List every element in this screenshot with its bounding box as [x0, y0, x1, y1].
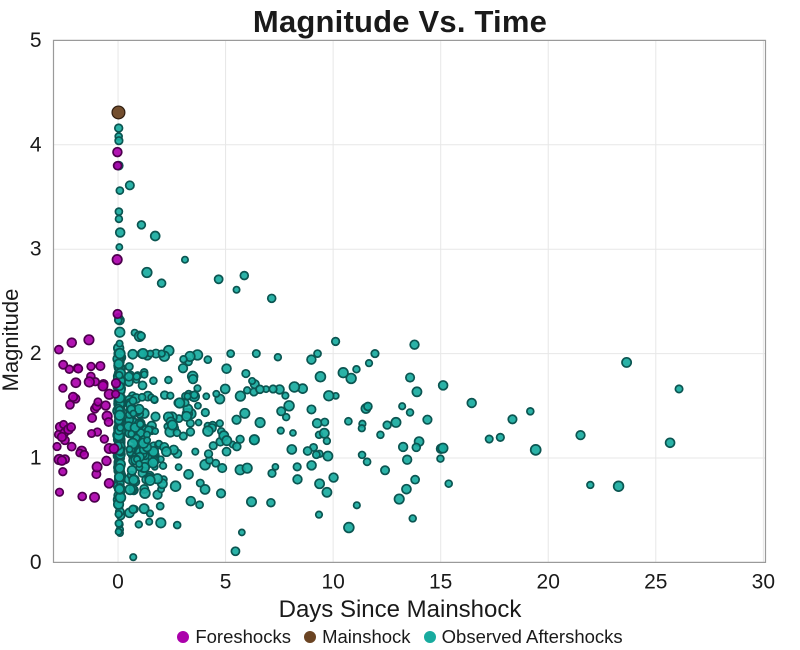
svg-text:1: 1 [30, 447, 42, 470]
svg-text:10: 10 [321, 570, 344, 593]
svg-text:5: 5 [220, 570, 232, 593]
svg-text:5: 5 [30, 29, 42, 52]
svg-text:2: 2 [30, 342, 42, 365]
svg-text:0: 0 [30, 551, 42, 574]
svg-text:4: 4 [30, 133, 42, 156]
svg-text:20: 20 [537, 570, 560, 593]
svg-text:0: 0 [112, 570, 124, 593]
svg-text:30: 30 [752, 570, 775, 593]
svg-text:3: 3 [30, 238, 42, 261]
svg-text:15: 15 [429, 570, 452, 593]
svg-text:25: 25 [644, 570, 667, 593]
